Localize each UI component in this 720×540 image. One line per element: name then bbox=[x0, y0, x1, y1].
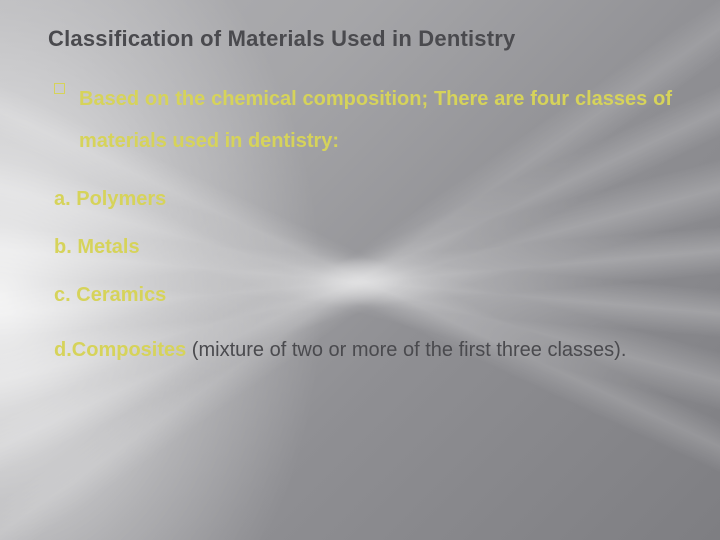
item-marker: b. bbox=[54, 236, 72, 258]
list-item-c: c. Ceramics bbox=[54, 282, 672, 308]
item-label: Composites bbox=[72, 339, 186, 361]
item-marker: a. bbox=[54, 188, 71, 210]
intro-row: Based on the chemical composition; There… bbox=[54, 78, 672, 162]
item-trailing: (mixture of two or more of the first thr… bbox=[186, 339, 626, 361]
list-item-d: d.Composites (mixture of two or more of … bbox=[54, 330, 672, 370]
item-marker: c. bbox=[54, 284, 71, 306]
intro-text: Based on the chemical composition; There… bbox=[79, 78, 672, 162]
item-label: Polymers bbox=[76, 188, 166, 210]
item-marker: d. bbox=[54, 339, 72, 361]
square-bullet-icon bbox=[54, 83, 65, 94]
slide-title: Classification of Materials Used in Dent… bbox=[48, 26, 672, 52]
item-label: Ceramics bbox=[76, 284, 166, 306]
item-label: Metals bbox=[77, 236, 139, 258]
list-item-b: b. Metals bbox=[54, 234, 672, 260]
list-item-a: a. Polymers bbox=[54, 186, 672, 212]
slide: Classification of Materials Used in Dent… bbox=[0, 0, 720, 540]
